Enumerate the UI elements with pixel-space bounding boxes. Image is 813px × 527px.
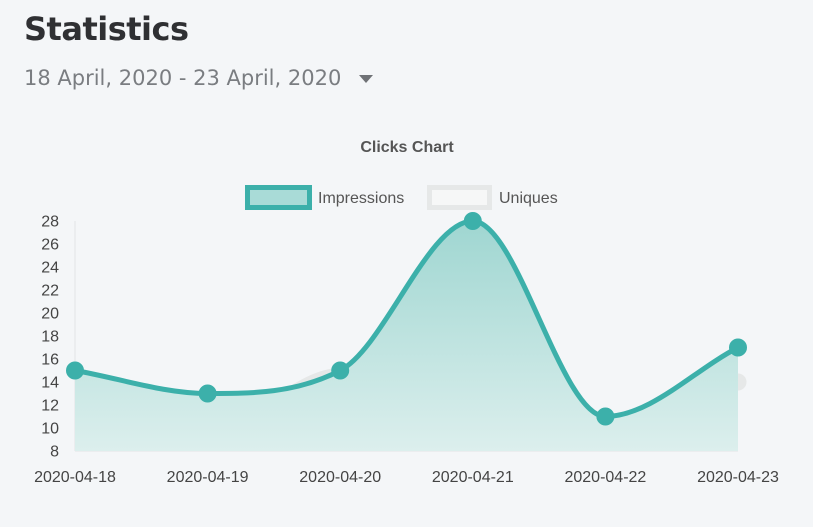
y-tick-label: 8 <box>50 444 59 461</box>
impressions-point[interactable] <box>331 361 350 380</box>
chart-legend: Impressions Uniques <box>245 185 558 210</box>
x-tick-label: 2020-04-20 <box>299 469 381 486</box>
impressions-point[interactable] <box>463 212 482 230</box>
y-tick-label: 20 <box>41 306 59 323</box>
impressions-area <box>75 221 738 451</box>
legend-swatch-impressions <box>245 185 312 210</box>
date-range-selector[interactable]: 18 April, 2020 - 23 April, 2020 <box>24 66 374 90</box>
legend-label-impressions: Impressions <box>318 190 404 207</box>
impressions-point[interactable] <box>729 338 747 357</box>
chart-title: Clicks Chart <box>360 139 454 156</box>
x-tick-label: 2020-04-19 <box>167 469 249 486</box>
x-tick-label: 2020-04-23 <box>697 469 779 486</box>
y-tick-label: 24 <box>41 260 59 277</box>
clicks-chart: Clicks Chart Impressions Uniques 8 10 12 14… <box>0 120 813 510</box>
y-tick-label: 22 <box>41 283 59 300</box>
impressions-point[interactable] <box>596 407 615 426</box>
x-tick-label: 2020-04-21 <box>432 469 514 486</box>
y-tick-label: 14 <box>41 375 59 392</box>
legend-item-uniques[interactable]: Uniques <box>427 185 558 210</box>
caret-down-icon <box>359 75 374 83</box>
legend-label-uniques: Uniques <box>499 190 558 207</box>
y-tick-label: 16 <box>41 352 59 369</box>
impressions-point[interactable] <box>66 361 84 380</box>
impressions-point[interactable] <box>198 384 217 403</box>
y-tick-label: 12 <box>41 398 59 415</box>
legend-swatch-uniques <box>427 185 492 210</box>
impressions-series <box>66 212 747 451</box>
x-tick-label: 2020-04-18 <box>34 469 116 486</box>
page-title: Statistics <box>24 10 189 48</box>
legend-item-impressions[interactable]: Impressions <box>245 185 405 210</box>
y-tick-label: 26 <box>41 237 59 254</box>
y-tick-label: 28 <box>41 214 59 231</box>
y-tick-label: 18 <box>41 329 59 346</box>
date-range-label: 18 April, 2020 - 23 April, 2020 <box>24 66 342 90</box>
chart-svg: Clicks Chart Impressions Uniques 8 10 12 14… <box>34 139 779 487</box>
y-tick-label: 10 <box>41 421 59 438</box>
chart-axes: 8 10 12 14 16 18 20 22 24 26 28 2020-04-18 2020-04-1… <box>34 214 779 487</box>
x-tick-label: 2020-04-22 <box>564 469 646 486</box>
